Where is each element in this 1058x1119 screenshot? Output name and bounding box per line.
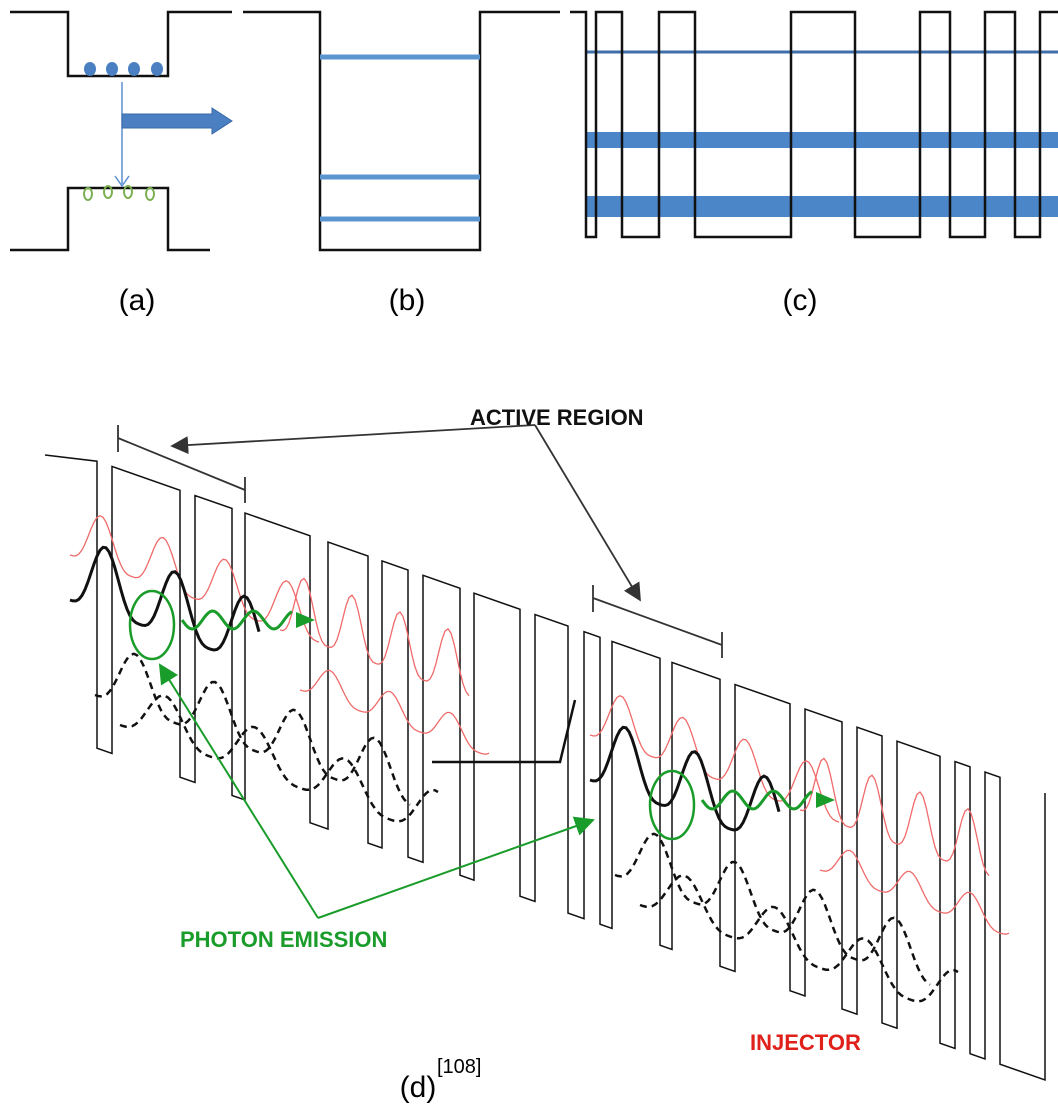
band-edge xyxy=(45,455,1045,1080)
panel-label: (b) xyxy=(389,284,426,317)
photon-emission-label: PHOTON EMISSION xyxy=(180,927,387,952)
wavefunction xyxy=(280,578,469,695)
photon-wave xyxy=(702,791,812,809)
active-region-label: ACTIVE REGION xyxy=(470,405,644,430)
emission-circle xyxy=(130,591,174,659)
wavefunction xyxy=(820,851,1009,935)
lower-state xyxy=(120,695,438,821)
reference: [108] xyxy=(437,1056,481,1078)
lower-state xyxy=(95,654,410,805)
upper-state xyxy=(432,700,575,762)
figure: (a) (b) (c) ACTIVE REGION PHOTON EMISSIO… xyxy=(0,0,1058,1119)
photon-wave xyxy=(182,611,292,629)
panel-label: (c) xyxy=(783,284,818,317)
panel-d xyxy=(45,455,1045,1080)
injector-label: INJECTOR xyxy=(750,1030,861,1055)
lower-state xyxy=(640,875,958,1001)
panel-label: (d) xyxy=(400,1071,437,1104)
panel-label: (a) xyxy=(119,284,156,317)
panel-a xyxy=(10,12,232,250)
panel-b xyxy=(243,12,560,250)
panel-c xyxy=(570,12,1058,237)
annotation-arrows xyxy=(118,425,722,658)
wavefunction xyxy=(800,758,989,875)
